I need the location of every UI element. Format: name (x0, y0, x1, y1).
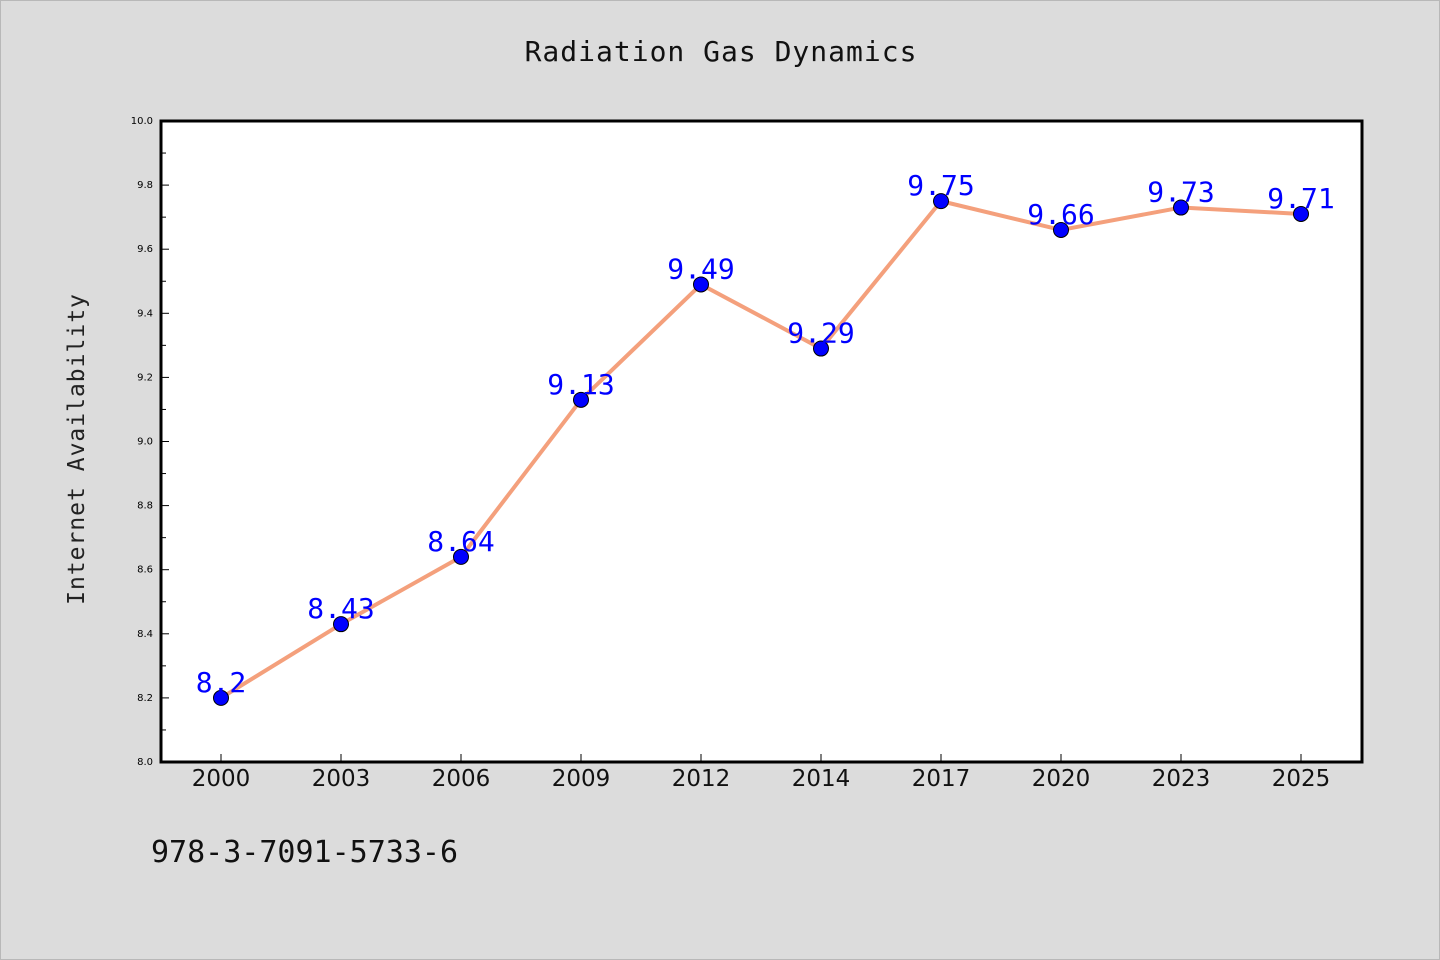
y-tick-label: 10.0 (131, 116, 153, 127)
data-label: 9.13 (547, 368, 614, 401)
y-tick-label: 8.0 (137, 757, 153, 768)
data-label: 9.66 (1027, 198, 1094, 231)
y-tick-label: 8.6 (137, 565, 153, 576)
y-tick-label: 8.4 (137, 629, 153, 640)
data-label: 8.43 (307, 592, 374, 625)
x-tick-label: 2017 (912, 766, 971, 792)
y-tick-label: 9.0 (137, 437, 153, 448)
x-tick-label: 2009 (552, 766, 611, 792)
data-point (813, 340, 829, 357)
data-labels-layer: 8.2 8.43 8.64 9.13 9.49 9.29 9.75 9.66 9.73 9.71 (196, 169, 1335, 699)
data-point (333, 616, 349, 633)
data-point (453, 548, 469, 565)
data-label: 8.64 (427, 525, 494, 558)
chart-title: Radiation Gas Dynamics (524, 35, 918, 68)
y-tick-label: 9.2 (137, 372, 153, 383)
x-tick-label: 2006 (432, 766, 491, 792)
y-axis: 8.0 8.2 8.4 8.6 8.8 9.0 9.2 9.4 9.6 9.8 10.0 (131, 116, 169, 768)
isbn-text: 978-3-7091-5733-6 (151, 835, 459, 870)
y-tick-label: 9.4 (137, 308, 153, 319)
data-label: 9.49 (667, 252, 734, 285)
x-axis: 2000 2003 2006 2009 2012 2014 2017 2020 2023 2025 (192, 754, 1331, 792)
data-point (1293, 205, 1309, 222)
x-tick-label: 2000 (192, 766, 251, 792)
x-tick-label: 2003 (312, 766, 371, 792)
x-tick-label: 2014 (792, 766, 851, 792)
y-tick-label: 9.6 (137, 244, 153, 255)
data-point (693, 276, 709, 293)
data-label: 9.29 (787, 317, 854, 350)
x-tick-label: 2020 (1032, 766, 1091, 792)
data-label: 9.75 (907, 169, 974, 202)
data-point (1053, 221, 1069, 238)
data-point (1173, 199, 1189, 216)
data-label: 9.71 (1267, 182, 1334, 215)
y-tick-label: 8.8 (137, 501, 153, 512)
data-label: 8.2 (196, 666, 247, 699)
data-point (933, 193, 949, 210)
data-label: 9.73 (1147, 176, 1214, 209)
x-tick-label: 2023 (1152, 766, 1211, 792)
data-point (213, 689, 229, 706)
data-point (573, 391, 589, 408)
y-tick-label: 9.8 (137, 180, 153, 191)
x-tick-label: 2025 (1272, 766, 1331, 792)
plot-area (159, 119, 1364, 764)
series-line (219, 199, 1303, 700)
series-layer (213, 193, 1309, 706)
x-tick-label: 2012 (672, 766, 731, 792)
y-tick-label: 8.2 (137, 693, 153, 704)
